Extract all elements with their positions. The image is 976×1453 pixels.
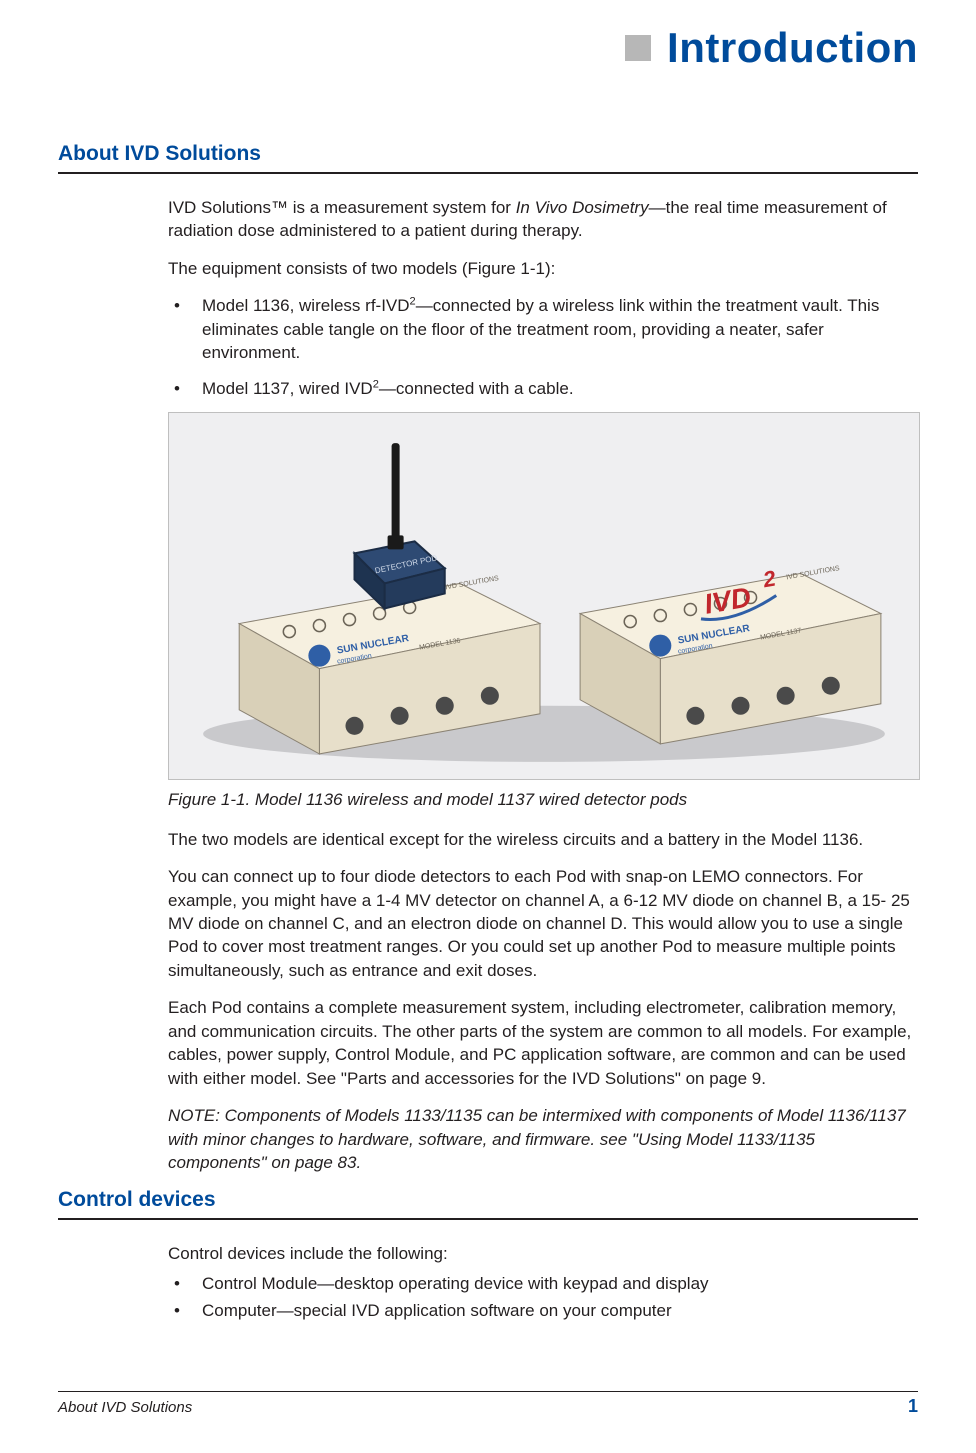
figure-caption: Figure 1-1. Model 1136 wireless and mode… xyxy=(168,788,918,811)
para-connectors: You can connect up to four diode detecto… xyxy=(168,865,918,982)
chapter-header: Introduction xyxy=(58,18,918,72)
page: Introduction About IVD Solutions IVD Sol… xyxy=(0,0,976,1453)
text: IVD Solutions xyxy=(168,198,271,217)
text: is a measurement system for xyxy=(288,198,516,217)
note: NOTE: Components of Models 1133/1135 can… xyxy=(168,1104,918,1174)
para-models-intro: The equipment consists of two models (Fi… xyxy=(168,257,918,280)
para-identical: The two models are identical except for … xyxy=(168,828,918,851)
page-footer: About IVD Solutions 1 xyxy=(58,1391,918,1417)
section-title-control: Control devices xyxy=(58,1188,918,1212)
list-item: Computer—special IVD application softwar… xyxy=(168,1299,918,1322)
list-item: Control Module—desktop operating device … xyxy=(168,1272,918,1295)
figure-svg: SUN NUCLEAR corporation MODEL 1136 rf-IV… xyxy=(168,412,920,780)
section-title-about: About IVD Solutions xyxy=(58,142,918,166)
figure-1-1: SUN NUCLEAR corporation MODEL 1136 rf-IV… xyxy=(168,412,918,780)
list-item: Model 1136, wireless rf-IVD2—connected b… xyxy=(168,294,918,364)
models-list: Model 1136, wireless rf-IVD2—connected b… xyxy=(168,294,918,400)
chapter-decor-square xyxy=(625,35,651,61)
section-rule xyxy=(58,172,918,174)
text: Model 1136, wireless rf-IVD xyxy=(202,296,410,315)
trademark: ™ xyxy=(271,198,288,217)
section2-body: Control devices include the following: C… xyxy=(168,1242,918,1322)
section-rule xyxy=(58,1218,918,1220)
para-system: Each Pod contains a complete measurement… xyxy=(168,996,918,1090)
italic-term: In Vivo Dosimetry xyxy=(516,198,649,217)
section1-body: IVD Solutions™ is a measurement system f… xyxy=(168,196,918,1174)
control-list: Control Module—desktop operating device … xyxy=(168,1272,918,1323)
chapter-title: Introduction xyxy=(667,24,918,72)
text: —connected with a cable. xyxy=(379,379,574,398)
para-intro: IVD Solutions™ is a measurement system f… xyxy=(168,196,918,243)
footer-section-name: About IVD Solutions xyxy=(58,1399,192,1416)
list-item: Model 1137, wired IVD2—connected with a … xyxy=(168,377,918,400)
page-number: 1 xyxy=(908,1396,918,1417)
para-control-intro: Control devices include the following: xyxy=(168,1242,918,1265)
footer-row: About IVD Solutions 1 xyxy=(58,1396,918,1417)
footer-rule xyxy=(58,1391,918,1392)
text: Model 1137, wired IVD xyxy=(202,379,373,398)
